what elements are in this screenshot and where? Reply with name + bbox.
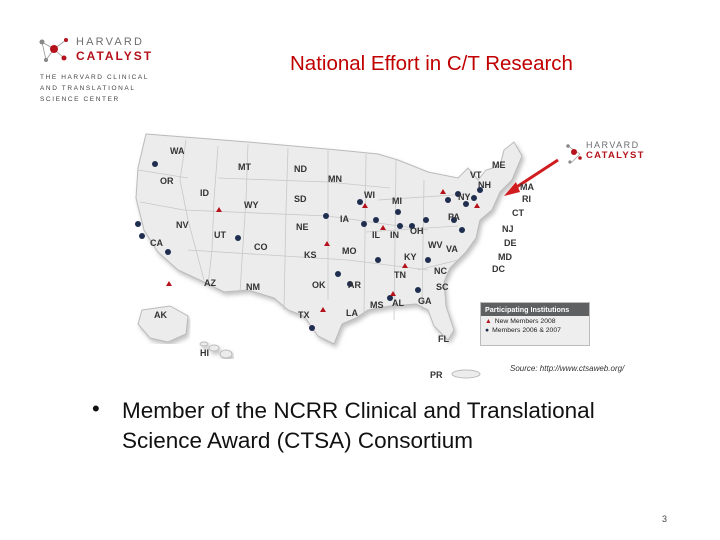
state-label: HI xyxy=(200,348,209,358)
state-label: IN xyxy=(390,230,399,240)
state-label: MI xyxy=(392,196,402,206)
map-legend: Participating Institutions ▲ New Members … xyxy=(480,302,590,346)
state-label: TN xyxy=(394,270,406,280)
state-label: WI xyxy=(364,190,375,200)
state-label: OK xyxy=(312,280,326,290)
state-label: CT xyxy=(512,208,524,218)
state-label: AL xyxy=(392,298,404,308)
state-label: VT xyxy=(470,170,482,180)
state-label: NH xyxy=(478,180,491,190)
state-label: NC xyxy=(434,266,447,276)
state-label: NJ xyxy=(502,224,514,234)
state-label: MD xyxy=(498,252,512,262)
logo-subtitle: THE HARVARD CLINICAL AND TRANSLATIONAL S… xyxy=(40,72,170,105)
state-label: MT xyxy=(238,162,251,172)
state-label: ME xyxy=(492,160,506,170)
source-caption: Source: http://www.ctsaweb.org/ xyxy=(510,364,625,373)
state-label: OH xyxy=(410,226,424,236)
state-label: UT xyxy=(214,230,226,240)
state-label: CO xyxy=(254,242,268,252)
state-label: LA xyxy=(346,308,358,318)
us-map-graphic xyxy=(135,133,582,379)
state-label: SD xyxy=(294,194,307,204)
state-label: ND xyxy=(294,164,307,174)
state-label: NM xyxy=(246,282,260,292)
state-label: FL xyxy=(438,334,449,344)
slide-title: National Effort in C/T Research xyxy=(290,52,573,75)
state-label: WY xyxy=(244,200,259,210)
circle-marker-icon: ● xyxy=(485,327,490,334)
us-mainland-shape xyxy=(135,133,523,345)
state-label: DC xyxy=(492,264,505,274)
state-label: SC xyxy=(436,282,449,292)
state-label: PR xyxy=(430,370,443,380)
inset-catalyst-icon xyxy=(566,144,582,164)
state-label: NE xyxy=(296,222,309,232)
page-number: 3 xyxy=(662,514,668,524)
state-label: MO xyxy=(342,246,357,256)
legend-item-new-members: ▲ New Members 2008 xyxy=(481,316,589,325)
logo-sub-line: AND TRANSLATIONAL xyxy=(40,85,136,92)
state-label: KS xyxy=(304,250,317,260)
state-label: MA xyxy=(520,182,534,192)
inset-harvard-text: HARVARD xyxy=(586,140,640,150)
member-markers xyxy=(135,161,483,331)
state-label: CA xyxy=(150,238,163,248)
new-member-markers xyxy=(166,189,480,312)
inset-catalyst-text: CATALYST xyxy=(586,150,645,161)
puerto-rico-shape xyxy=(451,369,481,379)
state-label: WV xyxy=(428,240,443,250)
alaska-shape xyxy=(137,305,189,343)
state-label: WA xyxy=(170,146,185,156)
state-label: IA xyxy=(340,214,349,224)
us-ctsa-map: HARVARD CATALYST WA OR CA ID NV MT WY UT… xyxy=(128,120,688,390)
logo-catalyst-text: CATALYST xyxy=(76,49,154,63)
state-label: IL xyxy=(372,230,380,240)
hawaii-shape xyxy=(199,341,233,359)
state-label: RI xyxy=(522,194,531,204)
arrow-to-boston-icon xyxy=(504,158,559,196)
state-label: KY xyxy=(404,252,417,262)
legend-label: New Members 2008 xyxy=(494,318,556,325)
state-label: PA xyxy=(448,212,460,222)
state-label: ID xyxy=(200,188,209,198)
logo-harvard-text: HARVARD xyxy=(76,36,145,48)
state-label: VA xyxy=(446,244,458,254)
catalyst-network-icon xyxy=(39,38,68,62)
state-label: AZ xyxy=(204,278,216,288)
state-label: TX xyxy=(298,310,310,320)
bullet-marker: • xyxy=(92,396,100,421)
legend-item-members: ● Members 2006 & 2007 xyxy=(481,325,589,334)
state-label: MN xyxy=(328,174,342,184)
state-label: OR xyxy=(160,176,174,186)
bullet-text: Member of the NCRR Clinical and Translat… xyxy=(122,398,595,453)
logo-sub-line: THE HARVARD CLINICAL xyxy=(40,74,150,81)
harvard-catalyst-logo: HARVARD CATALYST THE HARVARD CLINICAL AN… xyxy=(36,34,156,104)
state-label: AK xyxy=(154,310,167,320)
state-label: MS xyxy=(370,300,384,310)
state-label: NY xyxy=(458,192,471,202)
logo-sub-line: SCIENCE CENTER xyxy=(40,96,120,103)
state-label: GA xyxy=(418,296,432,306)
state-label: NV xyxy=(176,220,189,230)
legend-label: Members 2006 & 2007 xyxy=(492,327,561,334)
triangle-marker-icon: ▲ xyxy=(485,318,492,325)
state-label: AR xyxy=(348,280,361,290)
state-label: DE xyxy=(504,238,517,248)
legend-heading: Participating Institutions xyxy=(481,303,589,316)
